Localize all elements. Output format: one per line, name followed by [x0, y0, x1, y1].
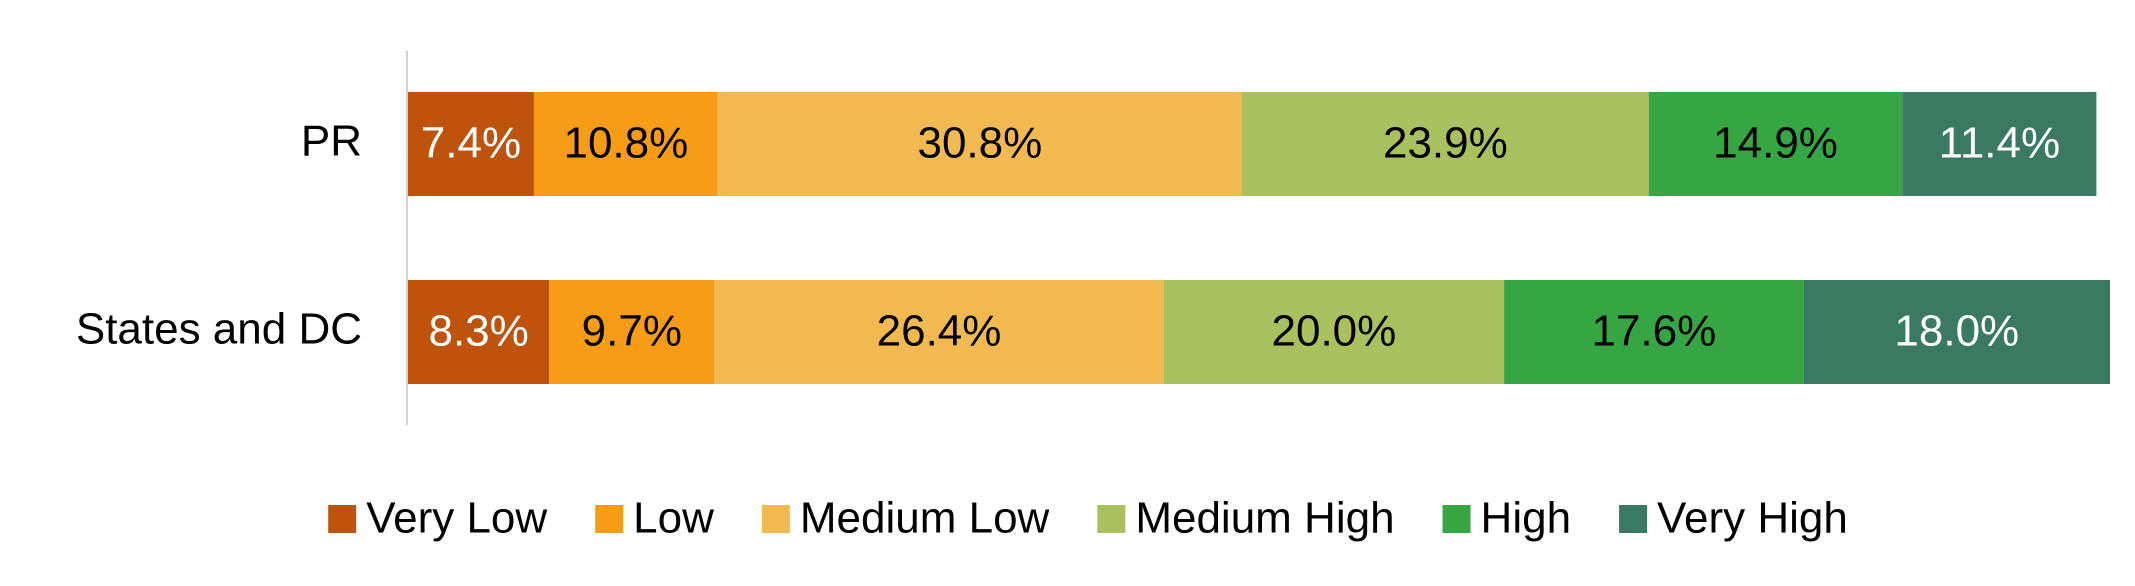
data-label: 20.0%	[1272, 307, 1397, 356]
category-label: States and DC	[76, 305, 362, 354]
bar-segment	[408, 280, 550, 384]
data-label: 26.4%	[877, 307, 1002, 356]
legend-swatch	[761, 505, 790, 533]
data-label: 10.8%	[563, 119, 688, 168]
legend-swatch	[1619, 505, 1648, 533]
legend-label: High	[1481, 494, 1572, 543]
bar-segment	[1803, 280, 2110, 384]
data-label: 17.6%	[1591, 307, 1716, 356]
data-label: 18.0%	[1894, 307, 2019, 356]
bar-segment	[1504, 280, 1804, 384]
legend-label: Medium High	[1135, 494, 1394, 543]
bar-segment	[717, 92, 1242, 196]
legend-label: Low	[633, 494, 714, 543]
legend-label: Very High	[1657, 494, 1848, 543]
legend-swatch	[1097, 505, 1126, 533]
data-label: 23.9%	[1383, 119, 1508, 168]
bar-segment	[533, 92, 718, 196]
category-label: PR	[301, 117, 362, 166]
legend-swatch	[1442, 505, 1471, 533]
bar-segment	[714, 280, 1164, 384]
data-label: 11.4%	[1939, 119, 2061, 168]
data-label: 8.3%	[428, 307, 528, 356]
legend-swatch	[595, 505, 624, 533]
bar-segment	[549, 280, 715, 384]
bar-segment	[1241, 92, 1649, 196]
bar-segment	[1902, 92, 2097, 196]
legend-swatch	[328, 505, 357, 533]
bar-segment	[1648, 92, 1903, 196]
bar-segment	[408, 92, 534, 196]
data-label: 7.4%	[421, 119, 521, 168]
data-label: 14.9%	[1713, 119, 1838, 168]
legend-label: Medium Low	[800, 494, 1050, 543]
legend-label: Very Low	[366, 494, 547, 543]
bar-segment	[1163, 280, 1505, 384]
data-label: 30.8%	[917, 119, 1042, 168]
data-label: 9.7%	[582, 307, 682, 356]
